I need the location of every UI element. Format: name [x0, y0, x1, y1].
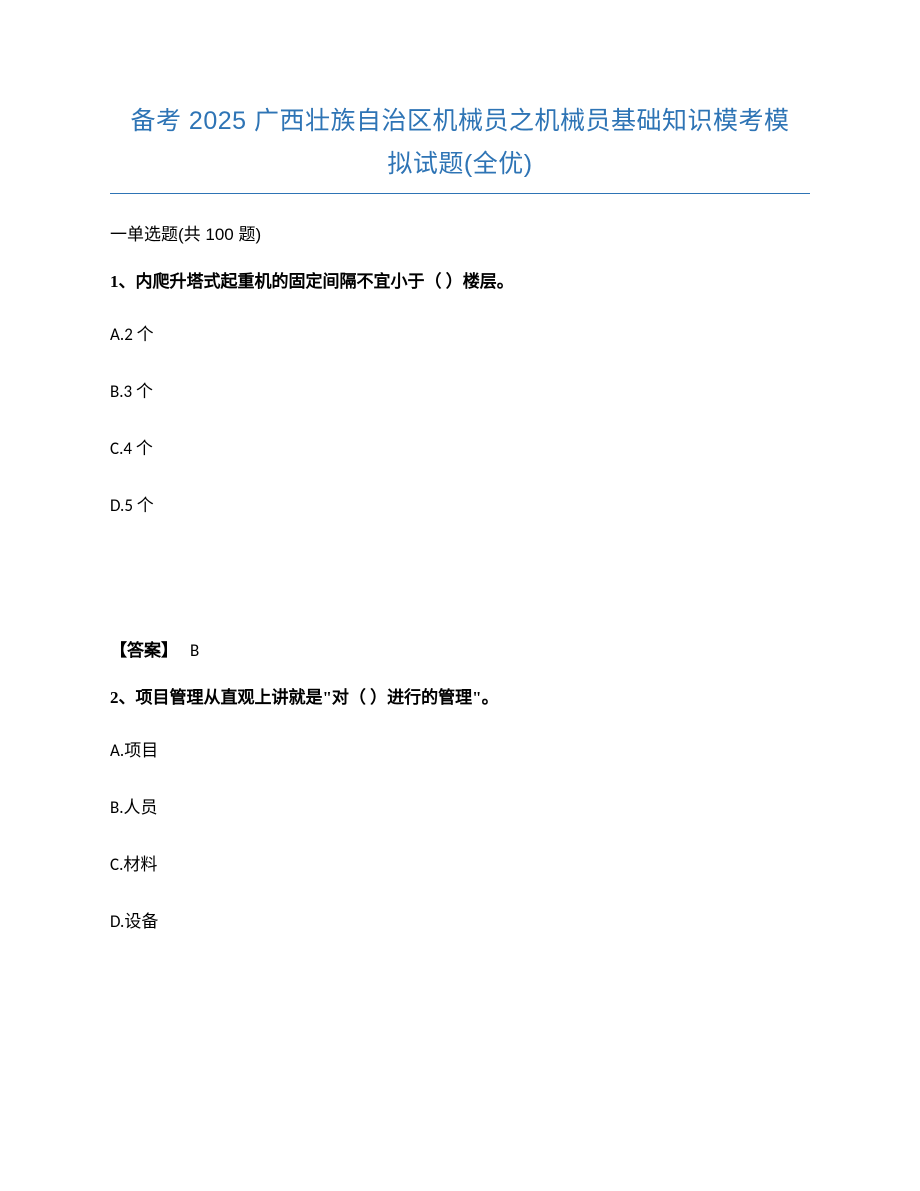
section-label: 单选题(共 100 题): [127, 225, 261, 244]
question-number: 2、: [110, 688, 136, 707]
option-c: C.材料: [110, 850, 810, 875]
title-line-2: 拟试题(全优): [110, 143, 810, 186]
question-stem: 1、内爬升塔式起重机的固定间隔不宜小于（ ）楼层。: [110, 267, 810, 292]
title-divider: [110, 193, 810, 194]
answer-block-1: 【答案】 B: [110, 636, 810, 661]
question-block-1: 1、内爬升塔式起重机的固定间隔不宜小于（ ）楼层。 A.2 个 B.3 个 C.…: [110, 267, 810, 516]
question-text: 项目管理从直观上讲就是"对（ ）进行的管理"。: [136, 688, 499, 707]
question-block-2: 2、项目管理从直观上讲就是"对（ ）进行的管理"。 A.项目 B.人员 C.材料…: [110, 683, 810, 932]
answer-label: 【答案】: [110, 641, 178, 660]
question-number: 1、: [110, 272, 136, 291]
option-a: A.项目: [110, 736, 810, 761]
section-prefix: 一: [110, 225, 127, 244]
option-a: A.2 个: [110, 320, 810, 345]
question-text: 内爬升塔式起重机的固定间隔不宜小于（ ）楼层。: [136, 272, 514, 291]
option-d: D.设备: [110, 907, 810, 932]
document-title: 备考 2025 广西壮族自治区机械员之机械员基础知识模考模 拟试题(全优): [110, 100, 810, 185]
option-c: C.4 个: [110, 434, 810, 459]
question-stem: 2、项目管理从直观上讲就是"对（ ）进行的管理"。: [110, 683, 810, 708]
title-line-1: 备考 2025 广西壮族自治区机械员之机械员基础知识模考模: [110, 100, 810, 143]
option-d: D.5 个: [110, 491, 810, 516]
answer-value: B: [190, 640, 199, 661]
option-b: B.3 个: [110, 377, 810, 402]
option-b: B.人员: [110, 793, 810, 818]
section-header: 一单选题(共 100 题): [110, 220, 810, 245]
